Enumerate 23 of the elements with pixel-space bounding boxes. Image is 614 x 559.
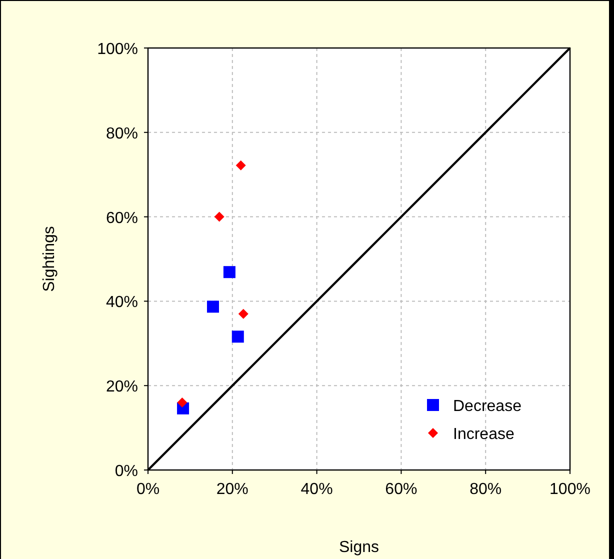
legend-label: Increase: [453, 426, 514, 443]
point: [238, 308, 248, 319]
y-tick-label: 20%: [106, 378, 138, 396]
y-tick-label: 100%: [97, 41, 138, 58]
x-tick-label: 80%: [470, 481, 502, 498]
point: [177, 397, 188, 408]
legend-label: Decrease: [453, 398, 522, 415]
y-tick-label: 40%: [106, 294, 138, 312]
y-axis-title: Sightings: [41, 226, 58, 292]
x-tick-label: 100%: [550, 481, 590, 498]
y-tick-label: 0%: [114, 463, 138, 480]
x-tick-label: 40%: [300, 481, 333, 498]
x-tick-label: 0%: [136, 481, 160, 498]
point: [214, 212, 224, 222]
point: [236, 160, 246, 170]
x-tick-label: 20%: [216, 481, 248, 498]
point: [223, 266, 236, 278]
x-axis-title: Signs: [338, 539, 380, 556]
point: [232, 330, 244, 343]
y-tick-label: 80%: [106, 125, 138, 142]
y-tick-label: 60%: [106, 210, 138, 227]
x-tick-label: 60%: [385, 481, 418, 498]
point: [206, 300, 219, 313]
